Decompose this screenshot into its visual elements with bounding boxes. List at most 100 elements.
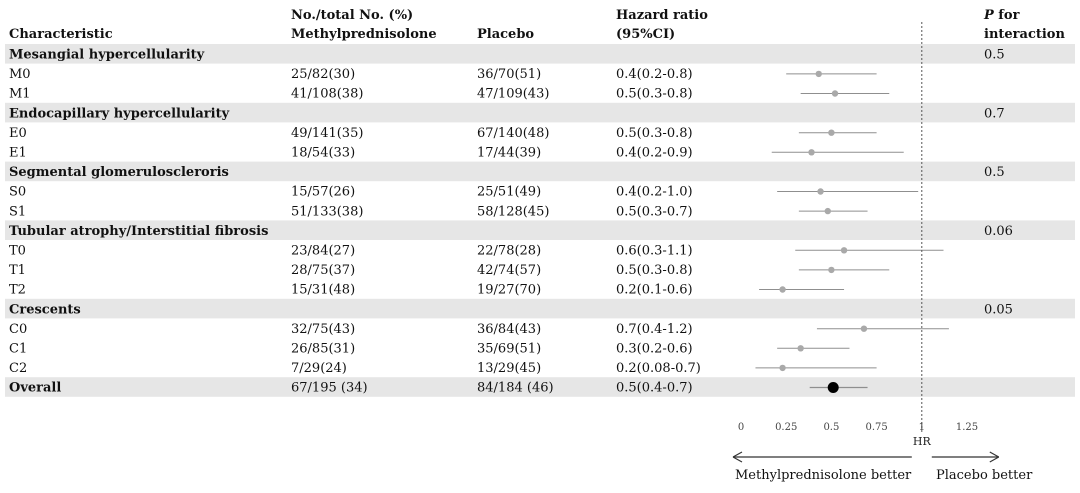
axis-tick-label: 1.25: [956, 422, 978, 433]
methylprednisolone-count: 25/82(30): [291, 67, 355, 82]
methylprednisolone-count: 15/31(48): [291, 283, 355, 298]
direction-left-label: Methylprednisolone better: [735, 468, 912, 483]
header-p-rest: for: [994, 8, 1020, 23]
row-label: M0: [9, 67, 31, 82]
placebo-count: 19/27(70): [477, 283, 541, 298]
p-interaction-value: 0.7: [984, 106, 1005, 121]
group-bands: [5, 44, 1075, 397]
hazard-ratio-text: 0.6(0.3-1.1): [616, 244, 693, 259]
methylprednisolone-count: 15/57(26): [291, 185, 355, 200]
hazard-ratio-text: 0.5(0.3-0.8): [616, 126, 693, 141]
methylprednisolone-count: 32/75(43): [291, 322, 355, 337]
row-label: E1: [9, 146, 27, 161]
placebo-count: 25/51(49): [477, 185, 541, 200]
placebo-count: 13/29(45): [477, 361, 541, 376]
row-label: T1: [9, 263, 26, 278]
overall-point: [827, 382, 839, 393]
placebo-count: 84/184 (46): [477, 381, 554, 396]
axis-tick-label: 1: [919, 422, 925, 433]
row-label: T2: [9, 283, 26, 298]
header-ci: (95%CI): [616, 27, 675, 42]
hazard-ratio-text: 0.5(0.3-0.8): [616, 263, 693, 278]
hazard-ratio-text: 0.2(0.08-0.7): [616, 361, 701, 376]
axis-label: HR: [913, 435, 932, 448]
placebo-count: 36/70(51): [477, 67, 541, 82]
hr-point: [808, 149, 815, 156]
hazard-ratio-text: 0.4(0.2-1.0): [616, 185, 693, 200]
methylprednisolone-count: 28/75(37): [291, 263, 355, 278]
group-band: [5, 220, 1075, 240]
header-methylprednisolone: Methylprednisolone: [291, 27, 437, 42]
placebo-count: 35/69(51): [477, 342, 541, 357]
hr-point: [860, 325, 868, 332]
header-p-for: P for: [983, 8, 1020, 23]
header-p-italic: P: [983, 8, 995, 23]
row-label: C1: [9, 342, 27, 357]
table-header: Characteristic No./total No. (%) Methylpre…: [9, 8, 1065, 42]
hr-point: [779, 364, 786, 372]
header-hazard-ratio: Hazard ratio: [616, 8, 708, 23]
overall-label: Overall: [9, 381, 61, 396]
row-label: S0: [9, 185, 26, 200]
methylprednisolone-count: 18/54(33): [291, 146, 355, 161]
group-label: Crescents: [9, 302, 81, 317]
right-arrow-head: [989, 451, 1000, 463]
hr-point: [824, 207, 831, 215]
placebo-count: 17/44(39): [477, 146, 541, 161]
hr-point: [817, 188, 824, 195]
hazard-ratio-text: 0.5(0.4-0.7): [616, 381, 693, 396]
table-cells: Mesangial hypercellularity 0.5 M0 25/82(30)…: [9, 48, 1013, 396]
row-label: S1: [9, 204, 26, 219]
hazard-ratio-text: 0.4(0.2-0.8): [616, 67, 693, 82]
axis-tick-label: 0.5: [823, 422, 839, 433]
hazard-ratio-text: 0.4(0.2-0.9): [616, 146, 693, 161]
header-placebo: Placebo: [477, 27, 534, 42]
axis-tick-label: 0.75: [865, 422, 887, 433]
hr-point: [815, 70, 822, 78]
overall-band: [5, 377, 1075, 397]
p-interaction-value: 0.06: [984, 224, 1013, 239]
group-band: [5, 102, 1075, 123]
placebo-count: 22/78(28): [477, 244, 541, 259]
group-band: [5, 44, 1075, 64]
axis-tick-label: 0.25: [775, 422, 797, 433]
group-band: [5, 298, 1075, 319]
placebo-count: 47/109(43): [477, 87, 549, 102]
methylprednisolone-count: 26/85(31): [291, 342, 355, 357]
hr-point: [828, 266, 835, 274]
left-arrow-head: [732, 451, 743, 463]
forest-plot-area: [755, 70, 949, 393]
row-label: M1: [9, 87, 31, 102]
methylprednisolone-count: 23/84(27): [291, 244, 355, 259]
row-label: C2: [9, 361, 27, 376]
group-label: Endocapillary hypercellularity: [9, 106, 230, 121]
placebo-count: 42/74(57): [477, 263, 541, 278]
p-interaction-value: 0.5: [984, 165, 1005, 180]
axis-tick-label: 0: [738, 422, 744, 433]
group-label: Tubular atrophy/Interstitial fibrosis: [9, 224, 268, 239]
hazard-ratio-text: 0.7(0.4-1.2): [616, 322, 693, 337]
group-band: [5, 161, 1075, 182]
hr-axis: 0 0.25 0.5 0.75 1 1.25 HR Methylprednisolone be…: [732, 22, 1033, 483]
row-label: T0: [9, 244, 26, 259]
p-interaction-value: 0.05: [984, 302, 1013, 317]
placebo-count: 36/84(43): [477, 322, 541, 337]
methylprednisolone-count: 41/108(38): [291, 87, 363, 102]
group-label: Mesangial hypercellularity: [9, 48, 205, 63]
hr-point: [779, 286, 786, 293]
row-label: C0: [9, 322, 27, 337]
hazard-ratio-text: 0.5(0.3-0.8): [616, 87, 693, 102]
header-p-interaction: interaction: [984, 27, 1065, 42]
placebo-count: 67/140(48): [477, 126, 549, 141]
methylprednisolone-count: 67/195 (34): [291, 381, 368, 396]
hazard-ratio-text: 0.2(0.1-0.6): [616, 283, 693, 298]
hazard-ratio-text: 0.3(0.2-0.6): [616, 342, 693, 357]
hr-point: [840, 247, 848, 254]
header-characteristic: Characteristic: [9, 27, 113, 42]
direction-right-label: Placebo better: [936, 468, 1033, 483]
hr-point: [797, 345, 804, 352]
methylprednisolone-count: 49/141(35): [291, 126, 363, 141]
hazard-ratio-text: 0.5(0.3-0.7): [616, 204, 693, 219]
header-counts: No./total No. (%): [291, 8, 413, 23]
